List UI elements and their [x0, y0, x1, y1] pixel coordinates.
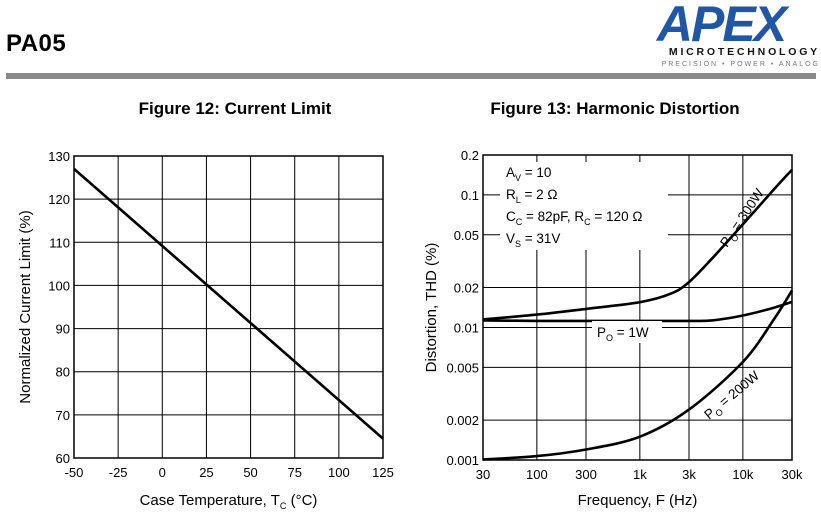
fig12-y-tick-label: 130 [48, 149, 70, 164]
figure-12-plot: -50 -25 0 25 50 75 100 125 60 70 80 90 100 110 120 130 C… [17, 149, 394, 511]
fig13-series-line [482, 300, 793, 323]
fig13-y-tick-label: 0.002 [446, 413, 479, 428]
fig12-y-tick-label: 110 [49, 235, 70, 250]
fig13-conditions-box [500, 162, 668, 250]
fig12-y-tick-label: 60 [56, 451, 70, 466]
fig13-condition-label: RL = 2 Ω [506, 187, 558, 205]
fig13-condition-label: AV = 10 [506, 165, 551, 183]
fig12-y-tick-label: 80 [56, 365, 70, 380]
fig13-series-line [482, 289, 794, 461]
fig13-y-tick-label: 0.005 [446, 360, 479, 375]
figure-13-plot: 30 100 300 1k 3k 10k 30k 0.001 0.002 0.005 0.01 0.0… [423, 148, 803, 509]
fig12-x-tick-label: 0 [159, 465, 166, 480]
fig13-y-tick-label: 0.01 [454, 320, 479, 335]
fig12-y-tick-label: 120 [48, 192, 70, 207]
fig13-y-tick-label: 0.02 [454, 281, 479, 296]
fig13-y-tick-label: 0.1 [461, 188, 479, 203]
logo-tagline: PRECISION • POWER • ANALOG [661, 61, 820, 68]
fig12-y-tick-label: 100 [48, 278, 70, 293]
fig12-x-tick-label: 75 [287, 465, 301, 480]
fig12-y-tick-label: 70 [56, 408, 70, 423]
fig12-y-axis-label: Normalized Current Limit (%) [17, 210, 34, 403]
fig12-x-tick-label: 25 [199, 465, 213, 480]
fig13-y-tick-label: 0.05 [454, 228, 479, 243]
fig12-y-tick-label: 90 [56, 322, 70, 337]
figure-13-title: Figure 13: Harmonic Distortion [490, 99, 740, 118]
fig13-x-tick-label: 300 [575, 467, 597, 482]
fig12-x-axis-label: Case Temperature, TC (°C) [140, 492, 318, 511]
fig12-x-tick-label: 100 [328, 465, 350, 480]
fig13-series-line [482, 168, 793, 321]
fig12-x-tick-label: 125 [372, 465, 394, 480]
fig13-y-tick-label: 0.001 [446, 453, 479, 468]
fig13-x-tick-label: 30 [476, 467, 490, 482]
fig13-x-axis-label: Frequency, F (Hz) [578, 492, 698, 509]
fig13-label-mask [592, 321, 662, 343]
fig13-y-axis-label: Distortion, THD (%) [423, 243, 440, 373]
fig13-x-tick-label: 1k [633, 467, 647, 482]
logo-wordmark: APEX [656, 0, 787, 52]
part-number: PA05 [6, 30, 67, 57]
fig13-y-tick-label: 0.2 [461, 148, 479, 163]
fig13-condition-label: VS = 31V [506, 231, 560, 249]
figure-12-title: Figure 12: Current Limit [138, 99, 332, 118]
header-rule [6, 73, 816, 79]
fig12-series-line [73, 167, 384, 440]
logo-company: MICROTECHNOLOGY [668, 46, 820, 58]
fig13-series-label-1w: PO = 1W [597, 325, 649, 343]
fig13-plot-frame [482, 154, 793, 461]
fig13-x-tick-label: 3k [682, 467, 696, 482]
apex-logo: APEX MICROTECHNOLOGY PRECISION • POWER •… [628, 0, 820, 74]
fig13-series-label-200w: PO = 200W [701, 368, 764, 425]
fig12-x-tick-label: -50 [65, 465, 84, 480]
fig13-x-tick-label: 30k [782, 467, 803, 482]
fig12-x-tick-label: 50 [243, 465, 257, 480]
fig13-condition-label: CC = 82pF, RC = 120 Ω [506, 209, 642, 227]
fig13-x-tick-label: 10k [732, 467, 753, 482]
fig13-x-tick-label: 100 [526, 467, 548, 482]
fig12-x-tick-label: -25 [109, 465, 128, 480]
fig12-plot-frame [73, 155, 384, 459]
